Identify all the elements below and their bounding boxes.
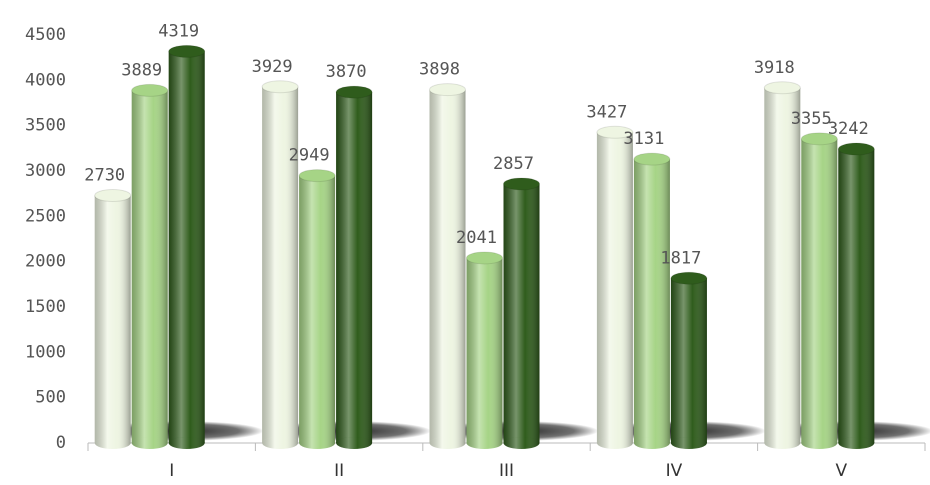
bar-top [335, 85, 373, 99]
bar-top [429, 83, 466, 97]
bar-bottom-shading [633, 437, 670, 449]
data-label: 3870 [326, 62, 367, 82]
bar-top [261, 80, 299, 94]
bar-bottom-shading [596, 437, 633, 449]
x-tick-label: II [334, 461, 344, 481]
data-label: 1817 [660, 248, 701, 268]
bar-shading [336, 92, 373, 444]
bar-bottom-shading [503, 437, 540, 449]
x-tick-label: V [835, 461, 847, 481]
bar-top [800, 132, 838, 146]
bar-top [763, 81, 801, 95]
bar-shading [466, 257, 503, 443]
bar-bottom-shading [94, 437, 131, 449]
bar-shading [838, 149, 875, 444]
bar-top [168, 44, 206, 58]
bar-shading [801, 138, 838, 443]
bar-shading [764, 87, 801, 443]
bar-shading [503, 183, 540, 443]
bar-shading [168, 51, 205, 443]
bar-shading [131, 90, 168, 443]
data-label: 3355 [791, 109, 832, 129]
bar-bottom-shading [429, 437, 466, 449]
bar-bottom-shading [466, 437, 503, 449]
data-label: 3898 [419, 60, 460, 80]
bar-bottom-shading [764, 437, 801, 449]
bar-bottom-shading [299, 437, 336, 449]
y-tick-label: 4000 [25, 70, 66, 90]
bar-shading [670, 278, 707, 443]
bar-top [466, 251, 503, 265]
bar-top [298, 169, 336, 183]
bar-bottom-shading [131, 437, 168, 449]
bar-shading [596, 132, 633, 443]
bar-bottom-shading [670, 437, 707, 449]
data-label: 3242 [828, 119, 869, 139]
data-label: 2857 [493, 154, 534, 174]
bar-top [837, 142, 875, 156]
data-label: 3131 [623, 129, 664, 149]
bar-top [94, 188, 132, 202]
bar-top [131, 83, 169, 97]
y-tick-label: 3000 [25, 161, 66, 181]
data-label: 3918 [754, 58, 795, 78]
y-tick-label: 2000 [25, 252, 66, 272]
bar-top [633, 152, 671, 166]
bar-top [596, 125, 634, 139]
y-tick-label: 4500 [25, 25, 66, 45]
bar-shading [94, 195, 131, 443]
data-label: 2730 [84, 165, 125, 185]
y-tick-label: 3500 [25, 116, 66, 136]
bar-shading [299, 175, 336, 443]
bar-bottom-shading [262, 437, 299, 449]
y-tick-label: 2500 [25, 206, 66, 226]
x-tick-label: IV [666, 461, 683, 481]
y-tick-label: 1000 [25, 342, 66, 362]
data-label: 3929 [252, 57, 293, 77]
data-label: 2949 [289, 146, 330, 166]
y-tick-label: 500 [35, 388, 66, 408]
bar-bottom-shading [336, 437, 373, 449]
y-tick-label: 1500 [25, 297, 66, 317]
bar-top [503, 177, 540, 191]
bar-shading [262, 86, 299, 444]
bar-shading [429, 89, 466, 444]
data-label: 2041 [456, 228, 497, 248]
bar-top [670, 271, 708, 285]
y-tick-label: 0 [56, 433, 66, 453]
bar-bottom-shading [838, 437, 875, 449]
bar-bottom-shading [801, 437, 838, 449]
data-label: 3427 [586, 102, 627, 122]
data-label: 4319 [158, 21, 199, 41]
x-tick-label: I [169, 461, 174, 481]
data-label: 3889 [121, 60, 162, 80]
bar-bottom-shading [168, 437, 205, 449]
bar-shading [633, 159, 670, 443]
x-tick-label: III [499, 461, 514, 481]
